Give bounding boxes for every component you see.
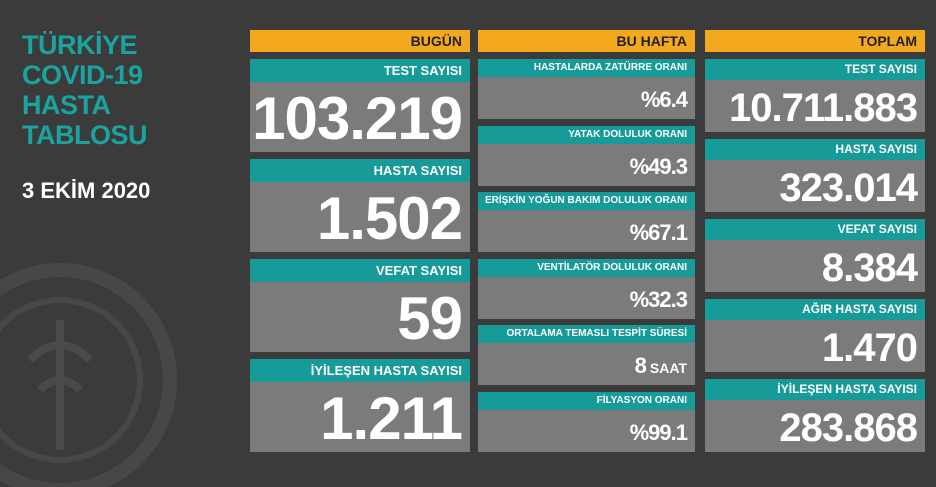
value-text: 1.211 <box>320 385 463 452</box>
card-label: ORTALAMA TEMASLI TESPİT SÜRESİ <box>478 325 695 344</box>
value-text: 323.014 <box>779 166 918 210</box>
value-text: 8.384 <box>821 246 918 290</box>
column-header: TOPLAM <box>705 30 925 52</box>
emblem <box>0 263 177 487</box>
card-value: 8.384 <box>705 240 925 292</box>
column-header: BUGÜN <box>250 30 470 52</box>
value-text: %99.1 <box>629 420 688 445</box>
card-label: FİLYASYON ORANI <box>478 392 695 410</box>
value-text: 10.711.883 <box>729 86 918 130</box>
value-text: 8 <box>634 353 647 379</box>
value-text: %49.3 <box>629 153 688 179</box>
card-value: %99.1 <box>478 410 695 452</box>
card-label: VEFAT SAYISI <box>705 219 925 240</box>
title-line: TÜRKİYE <box>22 30 138 60</box>
date: 3 EKİM 2020 <box>22 178 151 203</box>
card-value: 1.502 <box>250 182 470 252</box>
card-label: ERİŞKİN YOĞUN BAKIM DOLULUK ORANI <box>478 192 695 211</box>
title-line: COVID-19 <box>22 60 143 90</box>
value-text: 103.219 <box>252 85 463 152</box>
card-value: 1.211 <box>250 382 470 452</box>
value-text: %32.3 <box>629 286 688 312</box>
card-value: %67.1 <box>478 210 695 253</box>
card-value: 283.868 <box>705 400 925 452</box>
column-header: BU HAFTA <box>478 30 695 52</box>
card-label: HASTALARDA ZATÜRRE ORANI <box>478 59 695 77</box>
card-value: 59 <box>250 282 470 352</box>
card-label: TEST SAYISI <box>250 59 470 82</box>
title-line: HASTA <box>22 90 111 120</box>
value-text: 1.470 <box>821 326 918 370</box>
value-unit: SAAT <box>649 360 687 377</box>
card-value: %32.3 <box>478 276 695 319</box>
value-text: %6.4 <box>640 87 688 112</box>
card-label: TEST SAYISI <box>705 59 925 80</box>
value-text: 283.868 <box>779 406 918 450</box>
card-label: VENTİLATÖR DOLULUK ORANI <box>478 258 695 277</box>
card-value: %49.3 <box>478 143 695 186</box>
card-value: 103.219 <box>250 82 470 152</box>
title-line: TABLOSU <box>22 120 148 150</box>
card-label: İYİLEŞEN HASTA SAYISI <box>250 359 470 382</box>
value-text: %67.1 <box>629 220 688 246</box>
card-value: %6.4 <box>478 77 695 119</box>
value-text: 59 <box>397 285 463 352</box>
card-label: YATAK DOLULUK ORANI <box>478 125 695 144</box>
card-label: HASTA SAYISI <box>250 159 470 182</box>
card-value: 10.711.883 <box>705 80 925 132</box>
card-label: İYİLEŞEN HASTA SAYISI <box>705 379 925 400</box>
card-label: HASTA SAYISI <box>705 139 925 160</box>
card-value: 1.470 <box>705 320 925 372</box>
card-label: VEFAT SAYISI <box>250 259 470 282</box>
card-label: AĞIR HASTA SAYISI <box>705 299 925 320</box>
card-value: 8 SAAT <box>478 343 695 386</box>
value-text: 1.502 <box>316 185 463 252</box>
card-value: 323.014 <box>705 160 925 212</box>
